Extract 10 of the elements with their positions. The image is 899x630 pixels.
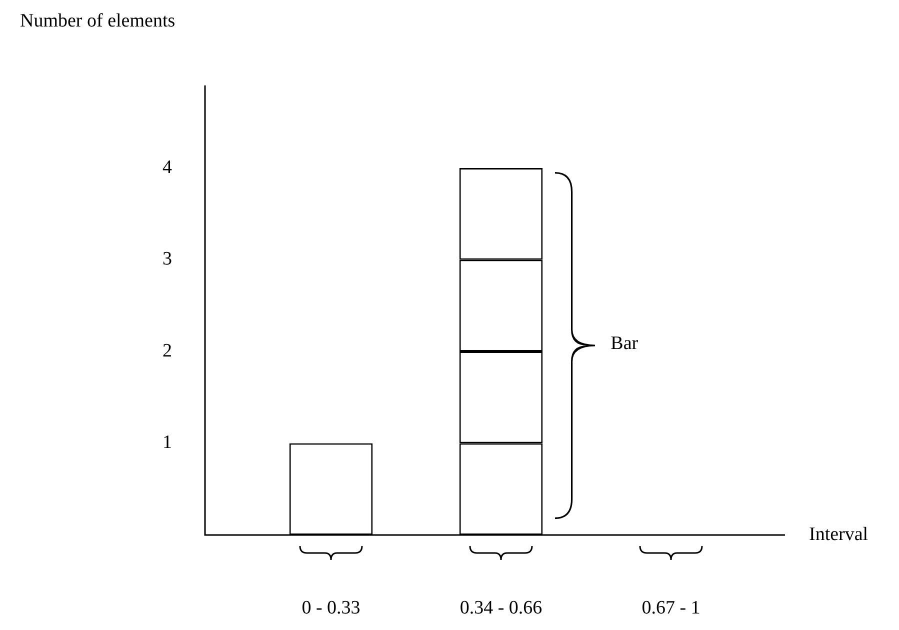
x-tick-label: 0 - 0.33: [302, 597, 360, 618]
y-tick-label: 3: [162, 248, 172, 270]
x-tick-label: 0.67 - 1: [642, 597, 700, 618]
y-tick-label: 4: [162, 156, 172, 178]
y-axis-title: Number of elements: [20, 10, 176, 32]
y-tick-label: 1: [162, 432, 172, 454]
y-tick-label: 2: [162, 340, 172, 362]
x-tick-label: 0.34 - 0.66: [460, 597, 542, 618]
x-axis-title: Interval: [809, 524, 868, 545]
annotation: Bar: [610, 333, 638, 356]
